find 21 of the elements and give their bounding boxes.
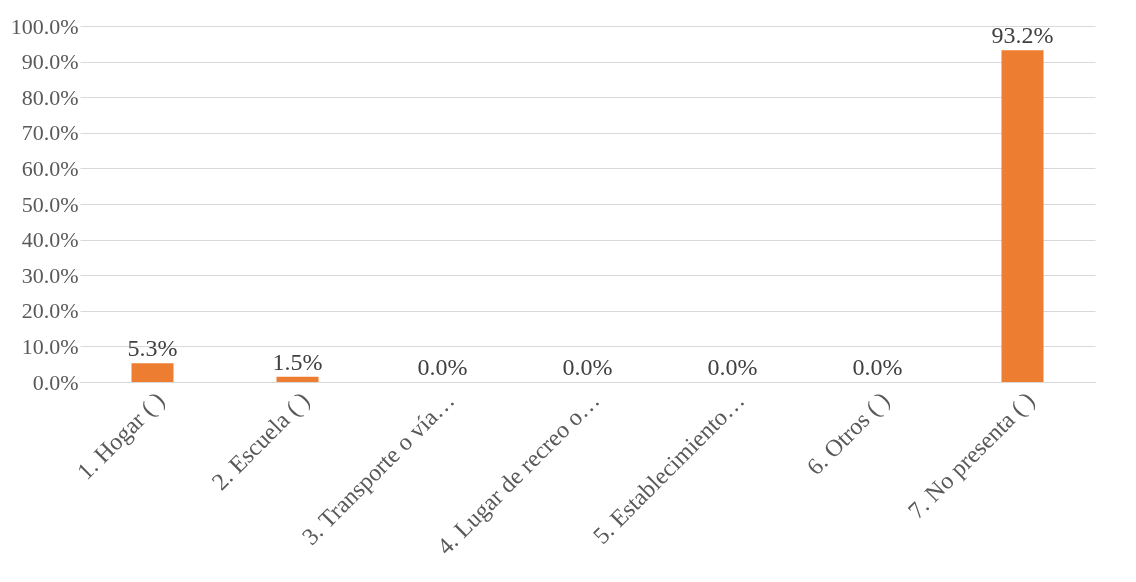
y-tick-label: 0.0% (32, 369, 79, 395)
data-label: 0.0% (707, 354, 758, 380)
data-label: 0.0% (562, 354, 613, 380)
data-label: 5.3% (127, 335, 178, 362)
y-tick-label: 100.0% (10, 13, 79, 39)
data-label: 0.0% (417, 354, 468, 380)
data-label: 0.0% (852, 354, 903, 380)
y-tick-label: 20.0% (21, 298, 79, 324)
y-tick-label: 50.0% (21, 191, 79, 217)
y-tick-label: 40.0% (21, 227, 79, 253)
bar (1001, 50, 1044, 382)
data-label: 93.2% (991, 22, 1054, 49)
bar (276, 376, 319, 382)
y-tick-label: 70.0% (21, 120, 79, 146)
data-label: 1.5% (272, 348, 323, 375)
bar (131, 363, 174, 382)
y-tick-label: 30.0% (21, 262, 79, 288)
y-tick-label: 80.0% (21, 84, 79, 110)
y-tick-label: 60.0% (21, 155, 79, 181)
y-tick-label: 10.0% (21, 333, 79, 359)
y-tick-label: 90.0% (21, 49, 79, 75)
